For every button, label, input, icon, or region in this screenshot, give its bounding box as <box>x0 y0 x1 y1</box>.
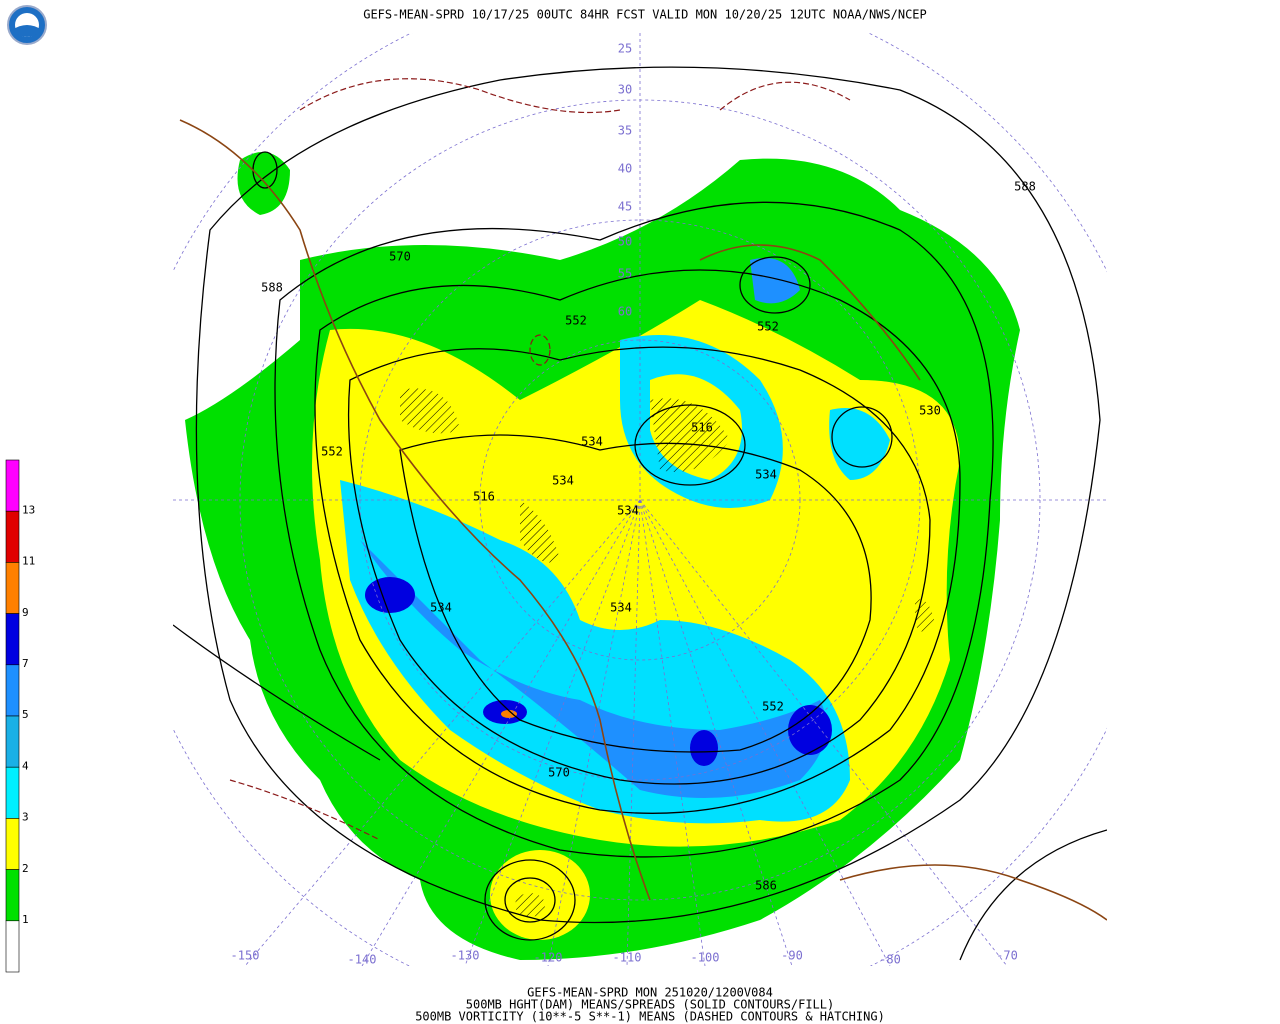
longitude-label: -150 <box>231 949 260 963</box>
footer-line: 500MB HGHT(DAM) MEANS/SPREADS (SOLID CON… <box>466 998 834 1012</box>
latitude-label: 25 <box>618 42 632 56</box>
contour-label: 534 <box>430 601 452 615</box>
colorbar-label: 1 <box>22 913 29 926</box>
colorbar-segment <box>5 613 20 666</box>
latitude-label: 55 <box>618 267 632 281</box>
colorbar-segment <box>5 818 20 870</box>
contour-label: 552 <box>762 700 784 714</box>
colorbar-segment <box>5 869 20 922</box>
colorbar-label: 4 <box>22 759 29 772</box>
longitude-label: -80 <box>879 953 901 967</box>
colorbar-segment <box>5 510 20 563</box>
longitude-label: -140 <box>348 953 377 967</box>
contour-label: 552 <box>757 320 779 334</box>
contour-label: 534 <box>581 435 603 449</box>
colorbar-label: 9 <box>22 606 29 619</box>
latitude-label: 30 <box>618 83 632 97</box>
colorbar-segment <box>5 715 20 768</box>
longitude-label: -110 <box>613 951 642 965</box>
colorbar-label: 7 <box>22 657 29 670</box>
longitude-label: -90 <box>781 949 803 963</box>
colorbar-label: 5 <box>22 708 29 721</box>
contour-label: 552 <box>321 445 343 459</box>
longitude-label: -130 <box>451 949 480 963</box>
colorbar-segment <box>5 766 20 819</box>
contour-label: 534 <box>610 601 632 615</box>
contour-label: 534 <box>755 468 777 482</box>
contour-label: 586 <box>755 879 777 893</box>
contour-label: 516 <box>473 490 495 504</box>
contour-label: 588 <box>261 281 283 295</box>
colorbar-label: 11 <box>22 555 35 568</box>
colorbar-label: 2 <box>22 862 29 875</box>
latitude-label: 35 <box>618 124 632 138</box>
contour-label: 534 <box>617 504 639 518</box>
latitude-label: 60 <box>618 305 632 319</box>
colorbar-label: 3 <box>22 811 29 824</box>
longitude-label: -100 <box>691 951 720 965</box>
contour-label: 534 <box>552 474 574 488</box>
contour-label: 570 <box>389 250 411 264</box>
footer-line: GEFS-MEAN-SPRD MON 251020/1200V084 <box>527 986 773 1000</box>
map-area <box>173 33 1107 966</box>
colorbar-segment <box>5 459 20 512</box>
footer-line: 500MB VORTICITY (10**-5 S**-1) MEANS (DA… <box>415 1010 885 1024</box>
latitude-label: 50 <box>618 235 632 249</box>
contour-label: 516 <box>691 421 713 435</box>
noaa-logo <box>7 5 47 45</box>
colorbar-segment <box>5 664 20 717</box>
contour-label: 588 <box>1014 180 1036 194</box>
longitude-label: -120 <box>534 951 563 965</box>
colorbar-segment <box>5 562 20 614</box>
longitude-label: -70 <box>996 949 1018 963</box>
title: GEFS-MEAN-SPRD 10/17/25 00UTC 84HR FCST … <box>363 8 927 22</box>
latitude-label: 40 <box>618 162 632 176</box>
contour-label: 552 <box>565 314 587 328</box>
contour-label: 530 <box>919 404 941 418</box>
colorbar-label: 13 <box>22 503 35 516</box>
colorbar-segment <box>5 920 20 973</box>
contour-label: 570 <box>548 766 570 780</box>
latitude-label: 45 <box>618 200 632 214</box>
